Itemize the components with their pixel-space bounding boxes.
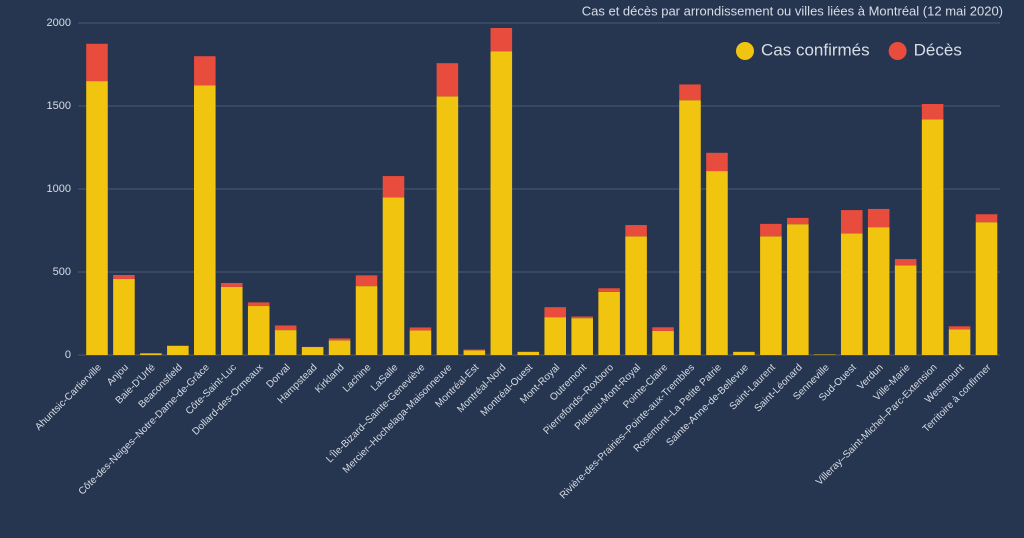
- legend-label: Décès: [914, 40, 962, 59]
- bar-segment: [86, 81, 108, 355]
- bar-segment: [167, 345, 189, 355]
- bar-segment: [328, 338, 351, 341]
- bar-segment: [382, 197, 405, 355]
- chart-title: Cas et décès par arrondissement ou ville…: [582, 3, 1003, 18]
- bar-segment: [679, 84, 701, 101]
- bar-segment: [194, 56, 216, 86]
- bar-segment: [598, 288, 620, 292]
- bar-segment: [975, 214, 998, 223]
- bar-segment: [652, 330, 674, 355]
- bar-segment: [867, 227, 890, 355]
- bar-segment: [760, 223, 782, 237]
- bar-segment: [194, 85, 216, 355]
- legend-marker: [888, 42, 907, 60]
- bar-segment: [463, 349, 486, 351]
- bar-segment: [247, 306, 270, 355]
- bar-segment: [490, 51, 513, 355]
- bar-segment: [948, 329, 971, 355]
- bar-segment: [409, 327, 432, 331]
- bar-segment: [760, 236, 782, 355]
- bar-segment: [301, 347, 324, 355]
- bar-segment: [247, 302, 270, 307]
- bar-segment: [490, 27, 513, 52]
- bar-segment: [355, 275, 378, 287]
- bar-segment: [274, 330, 297, 355]
- bar-segment: [220, 286, 243, 355]
- legend-label: Cas confirmés: [761, 40, 870, 59]
- bar-segment: [382, 176, 405, 198]
- bar-segment: [706, 171, 728, 355]
- bar-segment: [436, 63, 459, 97]
- bar-segment: [840, 233, 863, 355]
- y-tick-label: 1000: [47, 183, 71, 195]
- y-tick-label: 2000: [47, 17, 71, 29]
- bar-segment: [787, 217, 809, 225]
- bar-segment: [894, 265, 917, 355]
- bar-segment: [894, 259, 917, 266]
- bar-segment: [544, 317, 567, 355]
- bar-segment: [220, 282, 243, 287]
- bar-segment: [409, 330, 432, 355]
- legend-marker: [736, 42, 754, 60]
- bar-segment: [140, 353, 162, 355]
- y-tick-label: 1500: [47, 100, 71, 112]
- bar-segment: [436, 96, 459, 355]
- bar-segment: [113, 274, 135, 279]
- bar-segment: [625, 236, 647, 355]
- bar-segment: [948, 326, 971, 330]
- bar-segment: [571, 316, 593, 319]
- bar-segment: [517, 352, 540, 355]
- y-tick-label: 0: [65, 349, 71, 361]
- bar-segment: [867, 208, 890, 228]
- bar-segment: [113, 278, 135, 355]
- y-tick-label: 500: [53, 266, 71, 278]
- bar-segment: [787, 224, 809, 355]
- bar-segment: [625, 225, 647, 237]
- bar-segment: [544, 307, 567, 318]
- bar-segment: [274, 325, 297, 331]
- bar-segment: [840, 210, 863, 234]
- bar-segment: [975, 222, 998, 355]
- bar-segment: [598, 291, 620, 355]
- bar-segment: [733, 352, 755, 355]
- bar-segment: [706, 152, 728, 172]
- bar-segment: [328, 340, 351, 355]
- bar-segment: [679, 100, 701, 355]
- bar-segment: [355, 286, 378, 355]
- bar-segment: [652, 327, 674, 331]
- bar-segment: [921, 104, 944, 120]
- bar-segment: [463, 350, 486, 355]
- bar-segment: [86, 43, 108, 82]
- bar-segment: [921, 119, 944, 355]
- bar-segment: [571, 318, 593, 355]
